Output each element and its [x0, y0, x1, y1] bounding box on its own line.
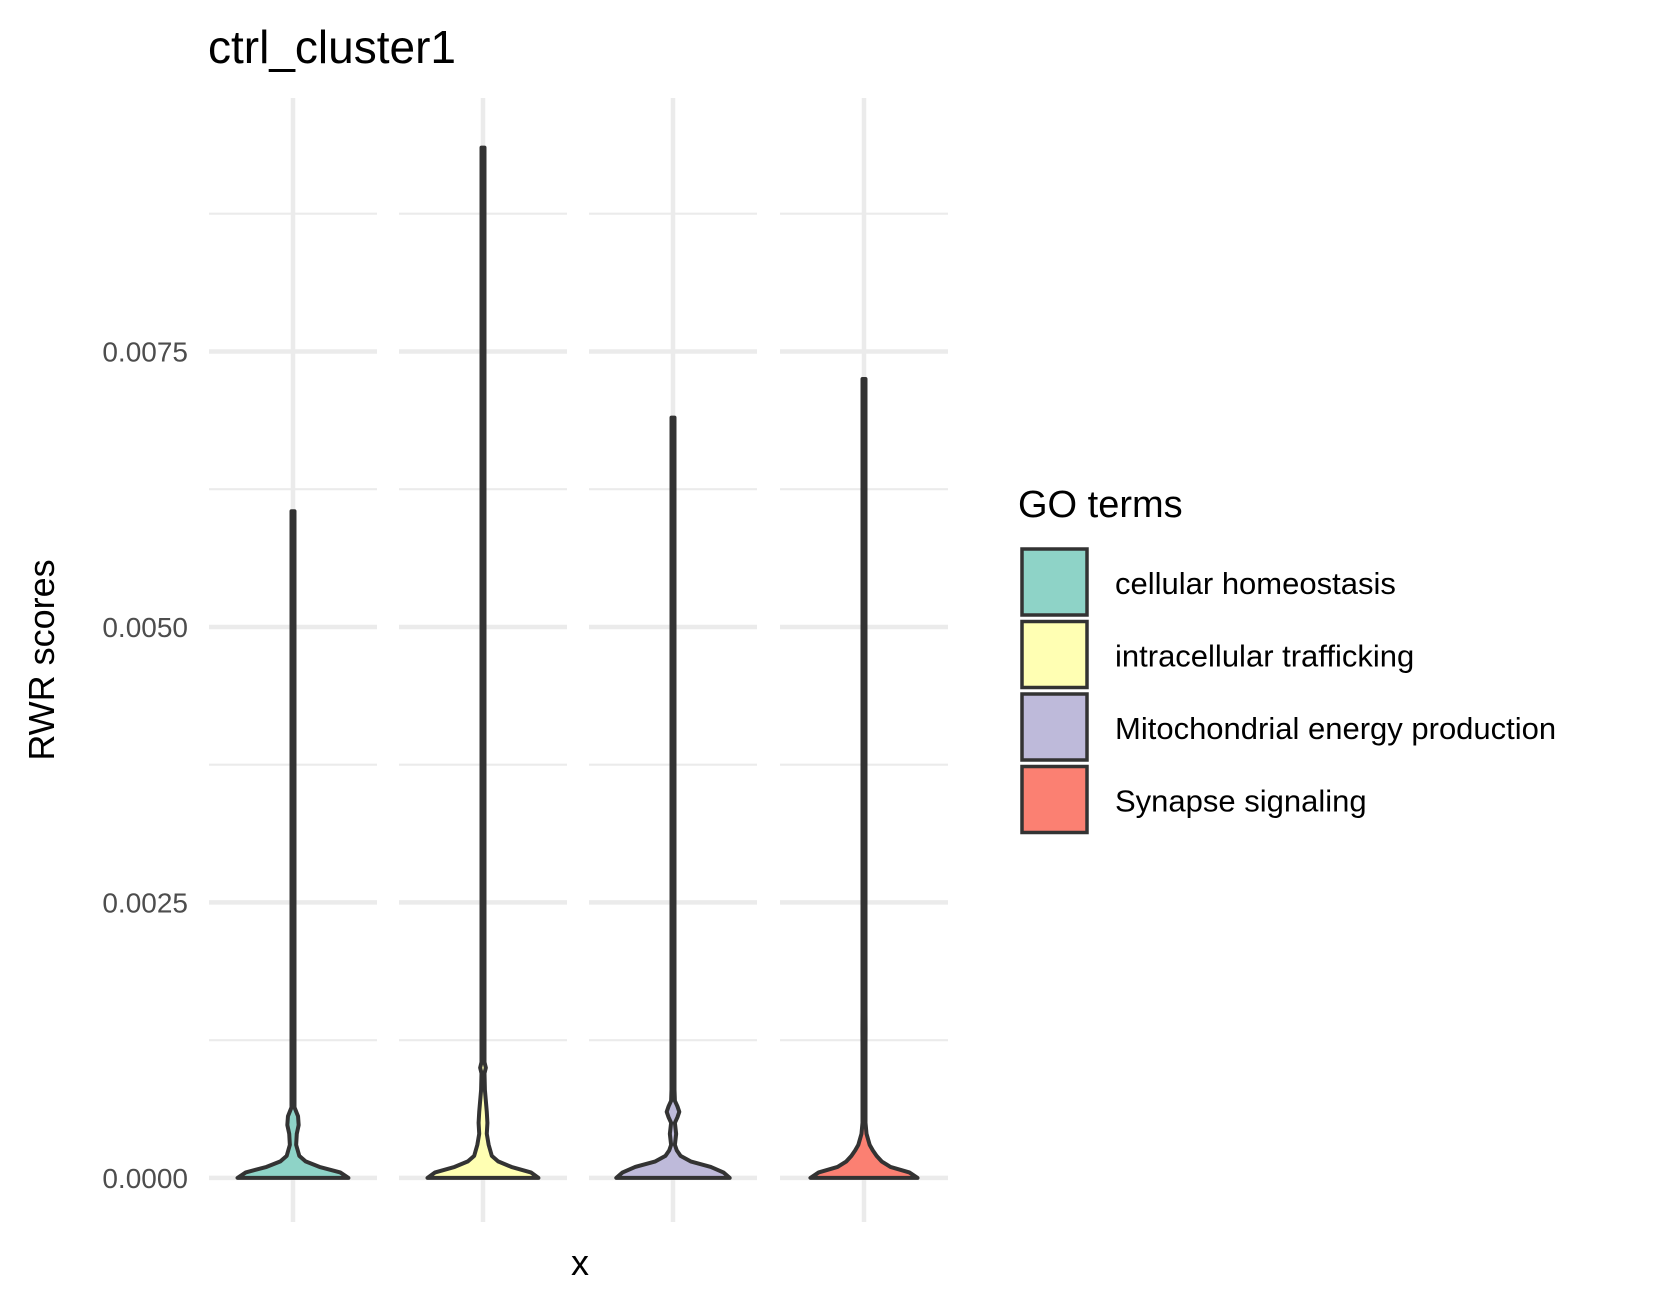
axis-layer: 0.0000 0.0025 0.0050 0.0075	[102, 336, 188, 1193]
legend-label: Synapse signaling	[1115, 784, 1367, 819]
violin-synapse-signaling	[808, 377, 920, 1180]
y-axis-title: RWR scores	[21, 559, 62, 760]
legend-title: GO terms	[1018, 484, 1183, 526]
violin-layer	[235, 145, 920, 1180]
violin-intracellular-trafficking	[425, 145, 541, 1180]
legend: GO terms cellular homeostasis intracellul…	[1018, 484, 1556, 835]
legend-label: intracellular trafficking	[1115, 639, 1414, 674]
legend-label: cellular homeostasis	[1115, 566, 1396, 601]
y-tick-label: 0.0050	[102, 612, 188, 643]
legend-key	[1020, 547, 1089, 617]
legend-label: Mitochondrial energy production	[1115, 711, 1556, 746]
y-tick-label: 0.0000	[102, 1163, 188, 1194]
x-axis-title: x	[571, 1242, 589, 1283]
grid-layer	[209, 98, 948, 1222]
chart-title: ctrl_cluster1	[208, 21, 456, 73]
violin-cellular-homeostasis	[235, 509, 351, 1180]
y-tick-label: 0.0025	[102, 887, 188, 918]
y-tick-label: 0.0075	[102, 336, 188, 367]
legend-items: cellular homeostasis intracellular traffi…	[1020, 547, 1556, 835]
legend-key	[1020, 692, 1089, 762]
violin-mitochondrial-energy-production	[614, 415, 732, 1180]
legend-key	[1020, 764, 1089, 835]
legend-key	[1020, 619, 1089, 690]
